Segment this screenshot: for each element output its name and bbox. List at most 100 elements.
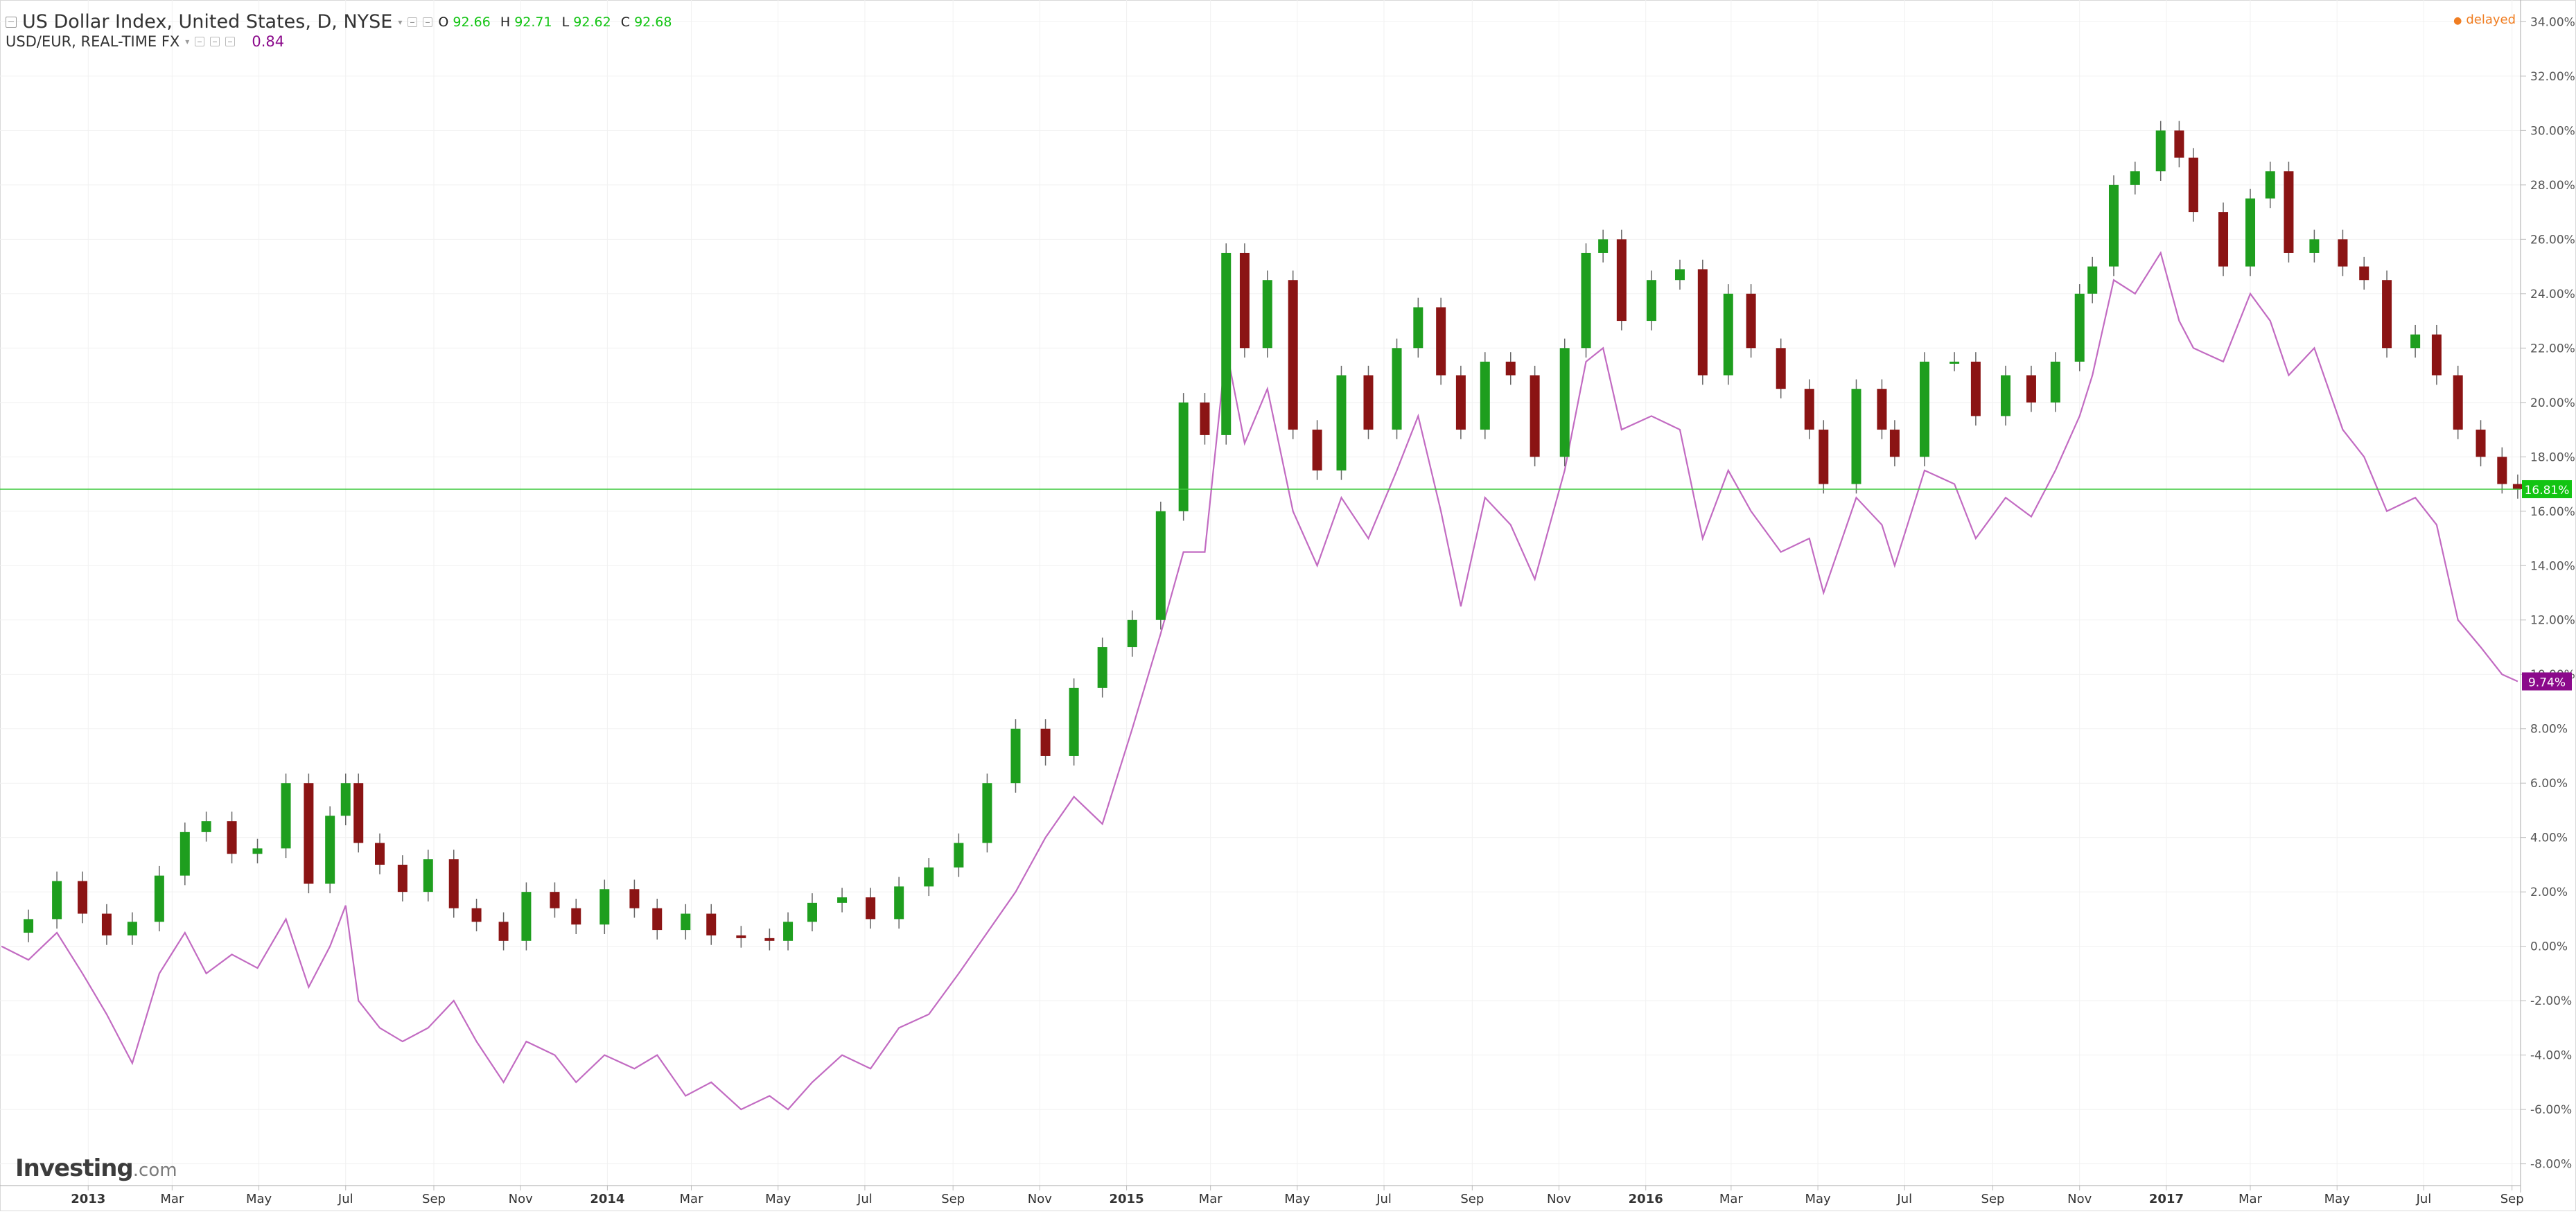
candle-body [397,864,408,892]
candle-body [1262,280,1272,349]
candle-body [982,783,992,843]
candle-body [629,889,640,908]
x-tick-label: Jul [1896,1192,1912,1206]
y-tick-label: -4.00% [2530,1049,2572,1063]
candle-body [599,889,610,925]
x-tick-label: 2014 [590,1192,624,1206]
y-tick-label: 18.00% [2530,450,2575,464]
x-tick-label: Sep [422,1192,446,1206]
x-tick-label: 2017 [2149,1192,2184,1206]
candle-body [1436,307,1446,376]
candle-body [1559,348,1570,457]
candle-body [2087,266,2098,294]
candle-body [2130,171,2140,185]
candle-body [2359,266,2369,281]
candle-body [1581,252,1591,349]
x-tick-label: May [2324,1192,2351,1206]
candle-body [1221,252,1232,435]
y-tick-label: 34.00% [2530,15,2575,29]
close-icon[interactable] [225,37,236,46]
candle-body [353,783,364,843]
candle-body [1336,375,1347,470]
y-tick-label: 22.00% [2530,342,2575,355]
candle-body [1178,402,1189,511]
y-tick-label: 26.00% [2530,233,2575,247]
y-tick-label: -6.00% [2530,1103,2572,1117]
y-tick-label: 6.00% [2530,777,2568,791]
y-tick-label: 0.00% [2530,940,2568,954]
y-tick-label: 32.00% [2530,70,2575,84]
candle-body [1239,252,1250,349]
candle-body [1200,402,1210,435]
hide-icon[interactable] [210,37,220,46]
candle-body [2155,130,2166,172]
candle-body [1723,293,1733,376]
x-tick-label: Sep [1981,1192,2005,1206]
x-tick-label: Sep [941,1192,965,1206]
chevron-down-icon[interactable]: ▾ [185,37,190,46]
settings-icon[interactable] [195,37,205,46]
candle-body [127,922,137,935]
settings-icon[interactable] [408,17,418,27]
candle-body [2026,375,2036,403]
x-tick-label: May [246,1192,272,1206]
candle-body [954,843,964,868]
candle-body [1505,361,1516,376]
candle-body [2410,334,2421,349]
logo-suffix: .com [132,1160,177,1181]
x-tick-label: Mar [1719,1192,1744,1206]
candle-body [340,783,351,816]
candle-body [1455,375,1466,430]
compare-series-title[interactable]: USD/EUR, REAL-TIME FX [6,33,180,50]
candle-body [1530,375,1540,457]
chevron-down-icon[interactable]: ▾ [398,17,403,27]
candle-body [2174,130,2184,158]
candle-body [2108,184,2119,267]
x-tick-label: Mar [2238,1192,2263,1206]
candle-body [2245,198,2256,267]
ohlc-low-value: 92.62 [573,14,611,30]
candle-body [498,922,509,941]
candle-body [1889,430,1900,457]
candle-body [2497,457,2507,484]
x-tick-label: Mar [680,1192,704,1206]
candle-body [2188,157,2198,213]
collapse-legend-icon[interactable] [6,16,17,28]
x-tick-label: Jul [857,1192,873,1206]
candle-body [1970,361,1981,416]
ohlc-values: O 92.66 H 92.71 L 92.62 C 92.68 [438,15,677,30]
candle-body [2284,171,2294,253]
y-tick-label: 24.00% [2530,288,2575,301]
x-tick-label: Sep [2500,1192,2524,1206]
candle-body [2265,171,2275,199]
candle-body [1097,646,1107,688]
ohlc-close-key: C [620,14,631,30]
x-tick-label: Sep [1460,1192,1484,1206]
compare-price-badge [2522,672,2572,691]
candle-body [1851,389,1861,484]
hide-icon[interactable] [423,17,433,27]
candle-body [2074,293,2085,362]
candle-body [1776,348,1786,389]
candle-body [227,821,237,854]
candle-body [1920,361,1930,457]
y-tick-label: 28.00% [2530,179,2575,193]
candle-body [252,848,263,854]
ohlc-high-key: H [500,14,511,30]
candle-body [1646,280,1656,322]
main-series-title[interactable]: US Dollar Index, United States, D, NYSE [22,11,393,33]
x-tick-label: Nov [1547,1192,1571,1206]
candle-body [1746,293,1756,349]
x-tick-label: Nov [1028,1192,1052,1206]
candle-body [1288,280,1298,430]
candle-body [1819,430,1829,484]
x-tick-label: Jul [2416,1192,2432,1206]
candle-body [1392,348,1402,430]
candle-body [423,859,433,892]
candle-body [2309,239,2320,253]
x-tick-label: 2016 [1629,1192,1663,1206]
x-tick-label: May [1805,1192,1831,1206]
